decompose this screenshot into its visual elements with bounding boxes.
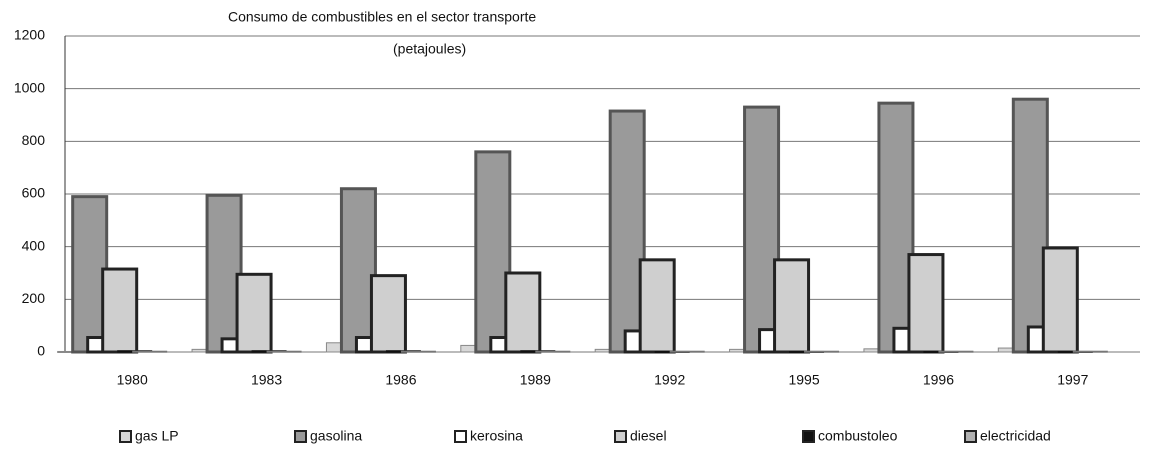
bar <box>1072 350 1108 353</box>
bar <box>535 350 571 353</box>
legend-label: diesel <box>630 428 667 444</box>
y-tick-label: 600 <box>22 185 46 201</box>
y-tick-label: 1000 <box>14 79 45 95</box>
y-tick-label: 1200 <box>14 27 45 43</box>
legend-label: gas LP <box>135 428 179 444</box>
x-tick-label: 1992 <box>654 372 685 388</box>
bar <box>504 271 542 354</box>
bar <box>101 267 139 354</box>
y-tick-label: 800 <box>22 132 46 148</box>
legend-swatch <box>294 430 307 443</box>
x-tick-label: 1983 <box>251 372 282 388</box>
legend-label: kerosina <box>470 428 523 444</box>
bar <box>608 109 646 354</box>
bar <box>235 272 273 354</box>
bar <box>400 350 436 353</box>
x-tick-label: 1986 <box>385 372 416 388</box>
x-tick-label: 1996 <box>923 372 954 388</box>
x-tick-label: 1980 <box>117 372 148 388</box>
bar <box>132 350 168 353</box>
legend-label: combustoleo <box>818 428 898 444</box>
legend-swatch <box>964 430 977 443</box>
x-tick-label: 1995 <box>788 372 819 388</box>
legend-swatch <box>802 430 815 443</box>
bar <box>1041 246 1079 354</box>
legend-swatch <box>454 430 467 443</box>
chart-subtitle: (petajoules) <box>393 41 466 57</box>
legend-swatch <box>119 430 132 443</box>
bar <box>1011 97 1049 354</box>
bar <box>339 187 377 354</box>
bar <box>907 253 945 354</box>
legend-swatch <box>614 430 627 443</box>
y-tick-label: 400 <box>22 237 46 253</box>
bar <box>638 258 676 354</box>
bar <box>369 274 407 354</box>
y-tick-label: 0 <box>37 343 45 359</box>
x-tick-label: 1989 <box>520 372 551 388</box>
chart-title: Consumo de combustibles en el sector tra… <box>228 9 536 25</box>
y-tick-label: 200 <box>22 290 46 306</box>
bar <box>266 350 302 353</box>
legend-label: electricidad <box>980 428 1051 444</box>
x-tick-label: 1997 <box>1057 372 1088 388</box>
bar <box>938 350 974 353</box>
legend-label: gasolina <box>310 428 362 444</box>
bar <box>773 258 811 354</box>
bar <box>743 105 781 354</box>
bar <box>804 350 840 353</box>
bar <box>669 350 705 353</box>
